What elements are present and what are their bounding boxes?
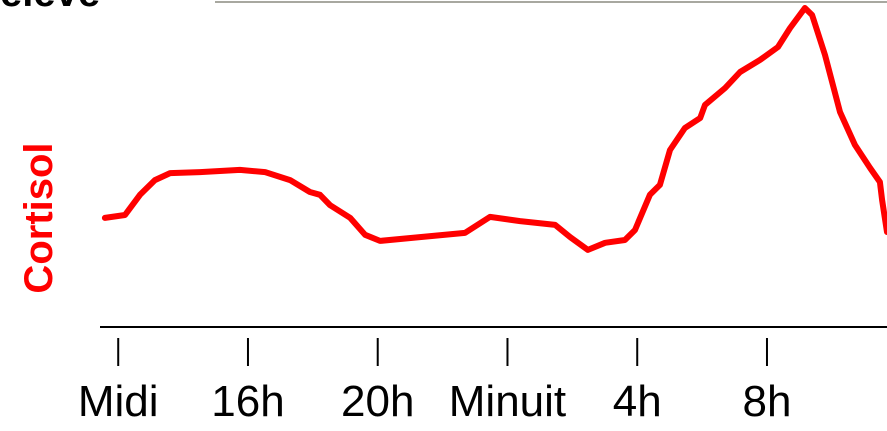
cortisol-line	[101, 5, 887, 253]
x-tick-label: 4h	[613, 377, 662, 426]
x-tick-label: 16h	[211, 377, 284, 426]
y-axis-label: Cortisol	[17, 142, 61, 293]
x-tick-label: Minuit	[449, 377, 566, 426]
x-tick-label: Midi	[78, 377, 159, 426]
x-tick-label: 20h	[341, 377, 414, 426]
annotation: élevé	[0, 0, 100, 15]
x-tick-label: 8h	[743, 377, 792, 426]
